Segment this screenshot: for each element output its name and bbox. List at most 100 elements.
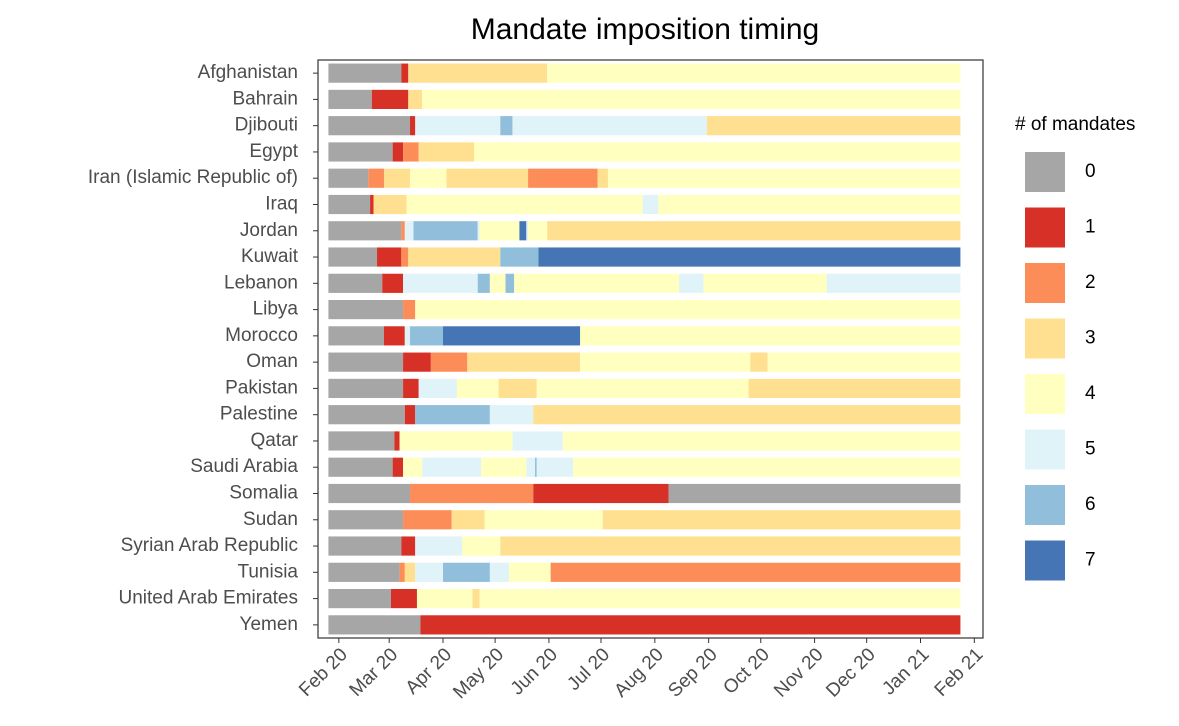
segment — [401, 63, 409, 83]
segment — [418, 142, 475, 162]
segment — [767, 352, 961, 372]
segment — [328, 589, 391, 609]
legend-swatch — [1025, 318, 1065, 359]
segment — [500, 116, 513, 136]
y-tick-label: Kuwait — [241, 246, 299, 267]
legend-swatch — [1025, 263, 1065, 303]
segment — [394, 431, 400, 451]
segment — [477, 221, 480, 241]
segment — [415, 300, 961, 320]
segment — [500, 536, 961, 556]
plot-border — [317, 59, 984, 639]
x-tick-label: Jul 20 — [563, 644, 614, 695]
y-tick-label: United Arab Emirates — [118, 588, 298, 609]
segment — [328, 483, 411, 504]
segment — [373, 194, 407, 215]
segment — [403, 142, 419, 162]
x-tick-label: Nov 20 — [770, 644, 827, 701]
segment — [533, 483, 669, 504]
x-tick-label: Oct 20 — [719, 644, 773, 698]
segment — [658, 194, 961, 215]
segment — [528, 221, 548, 241]
segment — [408, 63, 548, 83]
y-tick-label: Oman — [246, 351, 298, 372]
segment — [642, 194, 659, 215]
segment — [328, 562, 400, 582]
segment — [377, 247, 402, 267]
segment — [526, 221, 529, 241]
x-tick-label: Feb 21 — [931, 644, 988, 701]
x-tick-label: Dec 20 — [822, 644, 879, 701]
segment — [328, 457, 393, 477]
segment — [403, 300, 416, 320]
y-tick-label: Saudi Arabia — [190, 456, 298, 477]
legend-swatch — [1025, 540, 1065, 581]
segment — [415, 405, 490, 425]
segment — [410, 116, 416, 136]
segment — [403, 457, 423, 477]
legend-swatch — [1025, 429, 1065, 470]
segment — [526, 457, 536, 477]
segment — [505, 273, 515, 293]
x-tick-label: Jun 20 — [507, 644, 562, 699]
y-tick-label: Syrian Arab Republic — [121, 535, 298, 556]
segment — [404, 562, 416, 582]
segment — [451, 510, 485, 530]
x-tick-label: Apr 20 — [402, 644, 456, 698]
segment — [328, 536, 402, 556]
y-tick-label: Djibouti — [235, 115, 298, 136]
segment — [403, 378, 419, 398]
segment — [422, 457, 482, 477]
legend-label: 2 — [1085, 272, 1096, 293]
y-tick-label: Sudan — [243, 509, 298, 530]
segment — [403, 510, 452, 530]
y-tick-label: Iran (Islamic Republic of) — [88, 167, 298, 188]
chart-title: Mandate imposition timing — [471, 13, 820, 46]
segment — [514, 273, 680, 293]
legend-label: 6 — [1085, 494, 1096, 515]
segment — [328, 247, 378, 267]
segment — [446, 168, 529, 188]
segment — [703, 273, 827, 293]
segment — [410, 483, 534, 504]
segment — [547, 221, 961, 241]
segment — [328, 194, 371, 215]
segment — [826, 273, 961, 293]
x-tick-label: Mar 20 — [346, 644, 403, 701]
segment — [415, 562, 444, 582]
segment — [415, 536, 463, 556]
segment — [328, 89, 372, 109]
y-tick-label: Egypt — [249, 141, 298, 162]
segment — [418, 378, 457, 398]
segment — [474, 142, 961, 162]
segment — [519, 221, 527, 241]
segment — [382, 273, 404, 293]
segment — [748, 378, 961, 398]
y-tick-label: Pakistan — [225, 377, 298, 398]
y-tick-label: Iraq — [265, 194, 298, 215]
segment — [580, 326, 961, 346]
segment — [413, 221, 478, 241]
y-tick-label: Libya — [253, 299, 299, 320]
legend-swatch — [1025, 485, 1065, 525]
segment — [508, 562, 551, 582]
segment — [383, 326, 405, 346]
segment — [602, 510, 961, 530]
y-tick-label: Qatar — [250, 430, 298, 451]
segment — [328, 431, 395, 451]
legend-title: # of mandates — [1015, 114, 1135, 135]
segment — [401, 536, 416, 556]
y-tick-label: Morocco — [225, 325, 298, 346]
segment — [399, 431, 513, 451]
segment — [484, 510, 603, 530]
legend-label: 3 — [1085, 328, 1096, 349]
segment — [392, 142, 404, 162]
segment — [547, 63, 961, 83]
segment — [489, 405, 534, 425]
legend-label: 4 — [1085, 383, 1096, 404]
segment — [462, 536, 501, 556]
segment — [489, 273, 506, 293]
segment — [328, 405, 405, 425]
segment — [370, 194, 374, 215]
